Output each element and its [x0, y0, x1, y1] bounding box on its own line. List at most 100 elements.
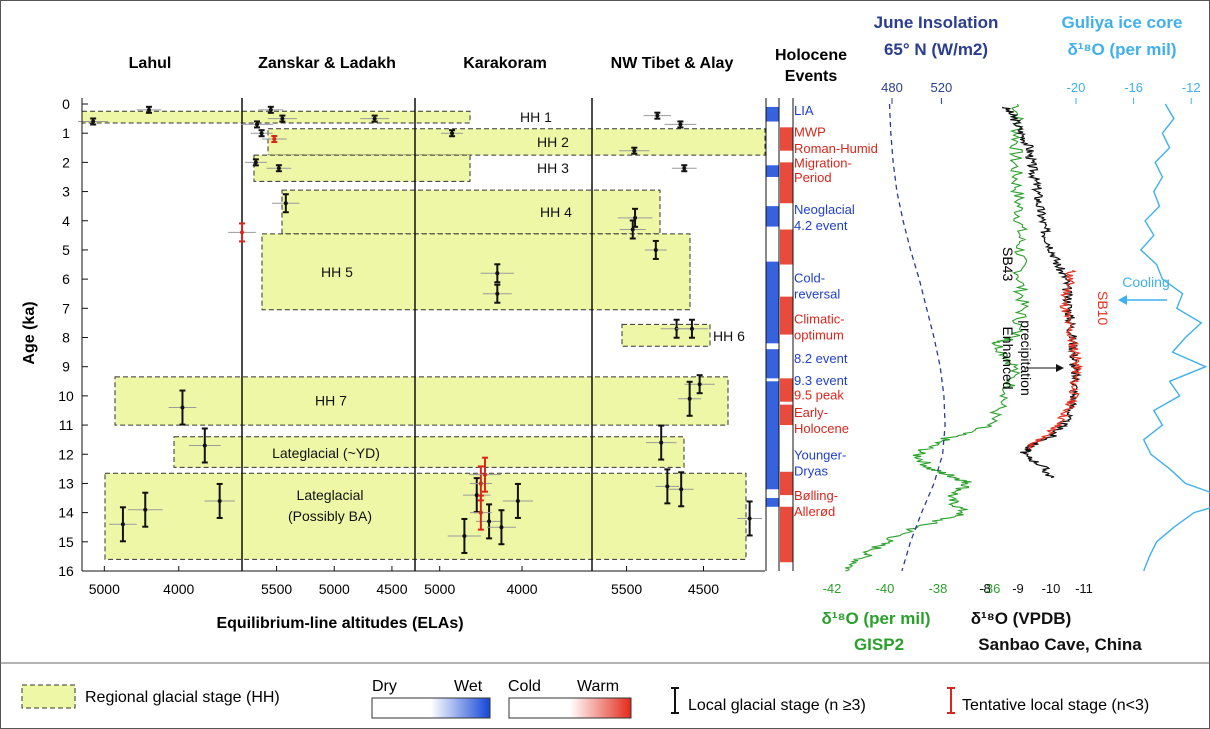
legend-tentative-label: Tentative local stage (n<3)	[962, 697, 1149, 714]
regional-stage-box	[104, 472, 747, 560]
holocene-event-label: Allerød	[794, 504, 835, 519]
sanbao-tick-label: -11	[1075, 581, 1093, 596]
local-stage-point	[253, 160, 258, 165]
y-tick-label: 8	[62, 330, 70, 346]
legend-cold-warm-bar	[508, 697, 632, 719]
warm-band	[780, 162, 793, 204]
regional-stage-label: HH 1	[520, 109, 552, 125]
insolation-title: June Insolation	[874, 13, 999, 32]
holocene-event-label: Younger-	[794, 447, 846, 462]
region-label-lahul: Lahul	[129, 55, 172, 72]
x-tick-label: 5500	[261, 581, 292, 597]
legend-regional-swatch	[21, 684, 76, 709]
tentative-stage-point	[478, 510, 483, 515]
wet-band	[766, 106, 779, 122]
regional-stage-label: HH 2	[537, 134, 569, 150]
warm-band	[780, 378, 793, 402]
region-label-zanskar-ladakh: Zanskar & Ladakh	[258, 55, 396, 72]
local-stage-point	[682, 166, 687, 171]
regional-stage-label: HH 7	[315, 392, 347, 408]
sanbao-tick-label: -8	[979, 581, 991, 596]
sanbao-tick-label: -9	[1012, 581, 1024, 596]
insolation-tick-label: 520	[931, 80, 953, 95]
local-stage-point	[217, 498, 222, 503]
enhanced-precip-arrowhead	[1056, 364, 1064, 372]
x-axis-label: Equilibrium-line altitudes (ELAs)	[216, 615, 463, 632]
region-separators-layer	[241, 98, 593, 571]
gisp2-tick-label: -38	[929, 581, 948, 596]
y-tick-label: 2	[62, 154, 70, 170]
local-stage-point	[495, 271, 500, 276]
enhanced-precip-line2: precipitation	[1018, 320, 1034, 396]
legend-regional-label: Regional glacial stage (HH)	[85, 689, 280, 706]
sb43-label: SB43	[1000, 247, 1016, 281]
local-stage-point	[630, 227, 635, 232]
legend-warm: Warm	[577, 678, 619, 695]
legend-dry: Dry	[372, 678, 397, 695]
wet-band	[766, 206, 779, 227]
local-stage-point	[202, 443, 207, 448]
y-tick-label: 5	[62, 242, 70, 258]
wet-band	[766, 498, 779, 507]
y-tick-label: 11	[59, 417, 74, 433]
warm-band	[780, 506, 793, 563]
y-tick-label: 10	[58, 388, 74, 404]
holocene-event-label: optimum	[794, 328, 844, 343]
holocene-event-label: Period	[794, 170, 832, 185]
legend-tentative-marker	[947, 687, 955, 714]
holocene-events-title-line2: Events	[785, 68, 838, 85]
gisp2-curve	[845, 103, 1030, 572]
glacial-stage-marks-layer	[77, 105, 763, 554]
sb43-curve	[1001, 106, 1082, 479]
regional-stage-label: HH 4	[540, 204, 572, 220]
y-tick-label: 7	[62, 300, 70, 316]
regional-stages-layer: HH 1 HH 2 HH 3 HH 4 HH 5 HH 6 HH 7 Lateglacial …	[81, 109, 766, 560]
x-tick-label: 5000	[89, 581, 120, 597]
y-tick-label: 4	[62, 213, 70, 229]
cooling-label: Cooling	[1122, 274, 1169, 290]
holocene-event-label: 8.2 event	[794, 351, 848, 366]
local-stage-point	[679, 487, 684, 492]
y-tick-label: 1	[62, 125, 70, 141]
local-stage-point	[280, 116, 285, 121]
regional-stage-label-line2: (Possibly BA)	[288, 508, 372, 524]
region-label-karakoram: Karakoram	[463, 55, 547, 72]
guliya-title: Guliya ice core	[1062, 13, 1183, 32]
holocene-event-label: Holocene	[794, 421, 849, 436]
holocene-event-label: Bølling-	[794, 488, 838, 503]
y-tick-label: 9	[62, 359, 70, 375]
x-tick-label: 4000	[163, 581, 194, 597]
local-stage-point	[633, 215, 638, 220]
local-stage-point	[678, 122, 683, 127]
sanbao-axis-subtitle: Sanbao Cave, China	[978, 635, 1142, 654]
x-tick-label: 4500	[688, 581, 719, 597]
sb10-curve	[1027, 269, 1083, 449]
regional-stage-label: HH 5	[321, 264, 353, 280]
local-stage-point	[665, 484, 670, 489]
gisp2-tick-label: -40	[876, 581, 895, 596]
insolation-tick-label: 480	[881, 80, 903, 95]
holocene-event-label: 4.2 event	[794, 218, 848, 233]
local-stage-point	[659, 440, 664, 445]
local-stage-point	[655, 113, 660, 118]
guliya-tick-label: -20	[1067, 80, 1086, 95]
enhanced-precip-line1: Enhanced	[1000, 326, 1016, 389]
y-tick-label: 14	[58, 505, 74, 521]
regional-stage-box	[281, 189, 661, 235]
holocene-event-label: Early-	[794, 405, 828, 420]
y-axis-label: Age (ka)	[21, 301, 38, 364]
gisp2-tick-label: -42	[823, 581, 842, 596]
local-stage-point	[747, 516, 752, 521]
insolation-curve	[888, 103, 946, 572]
x-tick-label: 4000	[506, 581, 537, 597]
tentative-stage-point	[240, 230, 244, 235]
guliya-tick-label: -16	[1124, 80, 1143, 95]
y-tick-label: 0	[62, 96, 70, 112]
y-tick-label: 12	[58, 446, 74, 462]
regional-stage-box	[261, 233, 691, 311]
guliya-tick-label: -12	[1182, 80, 1201, 95]
insolation-subtitle: 65° N (W/m2)	[884, 40, 988, 59]
